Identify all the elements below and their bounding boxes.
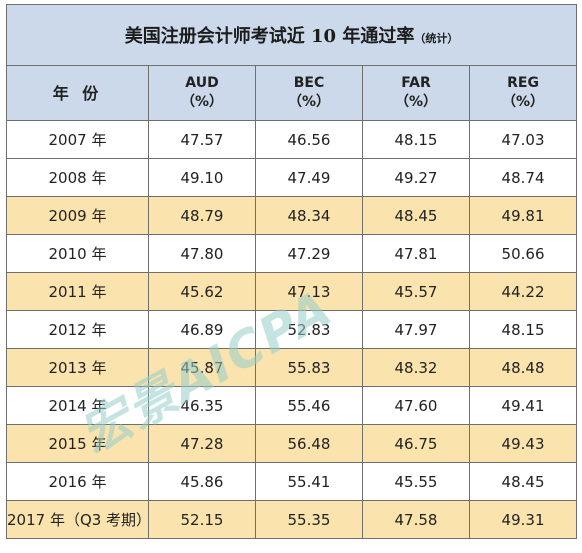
table-row: 2012 年 46.89 52.83 47.97 48.15 [6, 310, 578, 349]
far-cell: 45.57 [362, 272, 470, 311]
table-row: 2011 年 45.62 47.13 45.57 44.22 [6, 272, 578, 311]
aud-cell: 45.87 [148, 348, 256, 387]
table-row: 2016 年 45.86 55.41 45.55 48.45 [6, 462, 578, 501]
far-cell: 48.32 [362, 348, 470, 387]
aud-cell: 47.80 [148, 234, 256, 273]
reg-cell: 48.45 [468, 462, 578, 501]
year-cell: 2011 年 [6, 272, 149, 311]
title-text: 美国注册会计师考试近 10 年通过率 [124, 26, 415, 47]
year-cell: 2007 年 [6, 120, 149, 159]
year-cell: 2010 年 [6, 234, 149, 273]
table-row: 2014 年 46.35 55.46 47.60 49.41 [6, 386, 578, 425]
bec-cell: 52.83 [255, 310, 363, 349]
reg-cell: 48.48 [468, 348, 578, 387]
reg-cell: 49.41 [468, 386, 578, 425]
aud-cell: 45.62 [148, 272, 256, 311]
bec-cell: 46.56 [255, 120, 363, 159]
far-cell: 47.58 [362, 500, 470, 539]
table-row: 2013 年 45.87 55.83 48.32 48.48 [6, 348, 578, 387]
bec-cell: 55.83 [255, 348, 363, 387]
title-note: （统计） [414, 32, 459, 45]
aud-cell: 49.10 [148, 158, 256, 197]
bec-cell: 56.48 [255, 424, 363, 463]
table-row: 2009 年 48.79 48.34 48.45 49.81 [6, 196, 578, 235]
aud-cell: 47.57 [148, 120, 256, 159]
table-title: 美国注册会计师考试近 10 年通过率（统计） [5, 4, 578, 66]
reg-cell: 50.66 [468, 234, 578, 273]
table-row: 2017 年（Q3 考期） 52.15 55.35 47.58 49.31 [6, 500, 578, 539]
table-row: 2007 年 47.57 46.56 48.15 47.03 [6, 120, 578, 159]
bec-cell: 55.35 [255, 500, 363, 539]
aud-cell: 45.86 [148, 462, 256, 501]
bec-cell: 55.46 [255, 386, 363, 425]
header-bec-label: BEC [293, 75, 325, 91]
header-far-unit: （%） [394, 94, 438, 110]
table-row: 2015 年 47.28 56.48 46.75 49.43 [6, 424, 578, 463]
reg-cell: 49.43 [468, 424, 578, 463]
header-far: FAR （%） [362, 65, 470, 121]
header-reg-unit: （%） [502, 94, 545, 110]
reg-cell: 48.15 [468, 310, 578, 349]
year-cell: 2016 年 [6, 462, 149, 501]
header-aud: AUD （%） [148, 65, 256, 121]
reg-cell: 49.31 [468, 500, 578, 539]
header-aud-label: AUD [185, 75, 219, 91]
aud-cell: 47.28 [148, 424, 256, 463]
bec-cell: 47.13 [255, 272, 363, 311]
year-cell: 2008 年 [6, 158, 149, 197]
bec-cell: 47.29 [255, 234, 363, 273]
year-cell: 2012 年 [6, 310, 149, 349]
far-cell: 45.55 [362, 462, 470, 501]
year-cell: 2014 年 [6, 386, 149, 425]
year-cell: 2009 年 [6, 196, 149, 235]
bec-cell: 47.49 [255, 158, 363, 197]
far-cell: 47.60 [362, 386, 470, 425]
header-year: 年 份 [6, 65, 149, 121]
table-row: 2010 年 47.80 47.29 47.81 50.66 [6, 234, 578, 273]
table-body: 2007 年 47.57 46.56 48.15 47.03 2008 年 49… [6, 120, 578, 539]
far-cell: 46.75 [362, 424, 470, 463]
pass-rate-table: 美国注册会计师考试近 10 年通过率（统计） 年 份 AUD （%） BEC （… [5, 4, 578, 539]
header-reg: REG （%） [468, 65, 578, 121]
header-bec: BEC （%） [255, 65, 363, 121]
table-title-row: 美国注册会计师考试近 10 年通过率（统计） [5, 4, 578, 66]
reg-cell: 47.03 [468, 120, 578, 159]
reg-cell: 48.74 [468, 158, 578, 197]
bec-cell: 55.41 [255, 462, 363, 501]
aud-cell: 46.35 [148, 386, 256, 425]
header-bec-unit: （%） [287, 94, 331, 110]
header-reg-label: REG [507, 75, 539, 91]
year-cell: 2017 年（Q3 考期） [6, 500, 151, 539]
table-row: 2008 年 49.10 47.49 49.27 48.74 [6, 158, 578, 197]
year-cell: 2015 年 [6, 424, 149, 463]
reg-cell: 49.81 [468, 196, 578, 235]
header-aud-unit: （%） [180, 94, 224, 110]
header-far-label: FAR [401, 75, 431, 91]
bec-cell: 48.34 [255, 196, 363, 235]
aud-cell: 48.79 [148, 196, 256, 235]
reg-cell: 44.22 [468, 272, 578, 311]
far-cell: 48.45 [362, 196, 470, 235]
far-cell: 47.97 [362, 310, 470, 349]
far-cell: 48.15 [362, 120, 470, 159]
column-header-row: 年 份 AUD （%） BEC （%） FAR （%） REG （%） [6, 65, 578, 121]
far-cell: 49.27 [362, 158, 470, 197]
far-cell: 47.81 [362, 234, 470, 273]
year-cell: 2013 年 [6, 348, 149, 387]
aud-cell: 46.89 [148, 310, 256, 349]
aud-cell: 52.15 [148, 500, 256, 539]
pass-rate-table-container: 美国注册会计师考试近 10 年通过率（统计） 年 份 AUD （%） BEC （… [5, 4, 578, 539]
